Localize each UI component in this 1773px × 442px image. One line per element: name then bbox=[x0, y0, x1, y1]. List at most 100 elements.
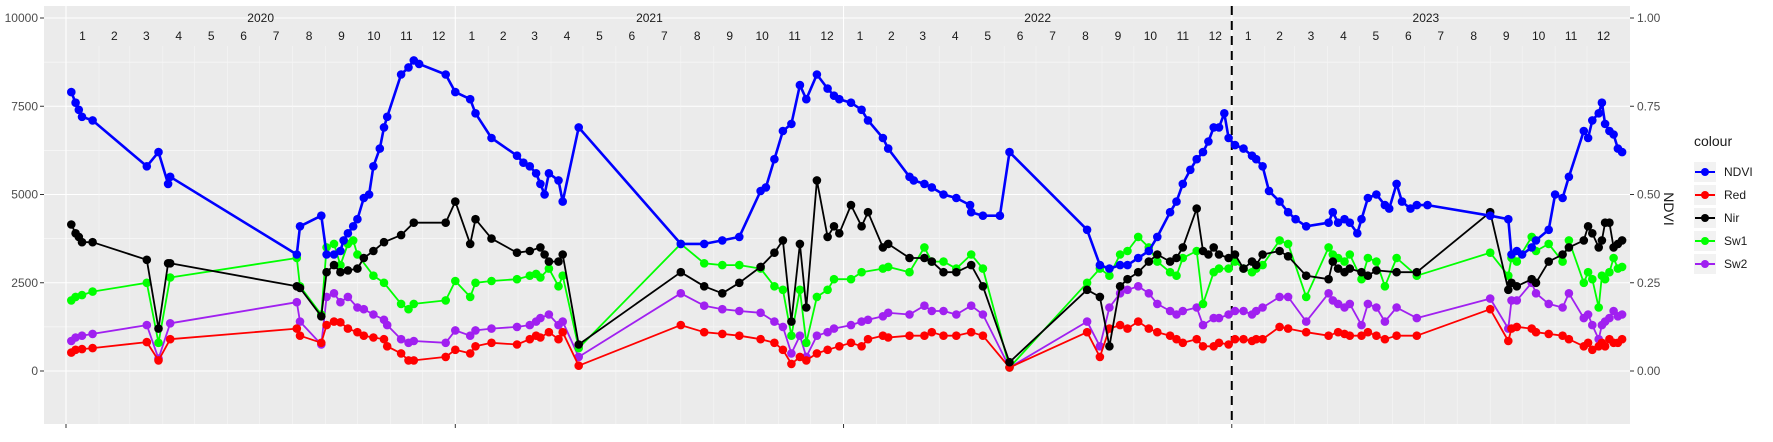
data-point-sw1 bbox=[369, 271, 378, 281]
data-point-red bbox=[165, 334, 175, 344]
data-point-ndvi bbox=[369, 162, 378, 171]
legend-label-nir: Nir bbox=[1724, 211, 1739, 225]
year-label: 2021 bbox=[636, 11, 663, 25]
legend-key-point bbox=[1701, 260, 1709, 268]
month-label: 10 bbox=[367, 29, 381, 43]
data-point-red bbox=[353, 327, 362, 337]
data-point-sw1 bbox=[1192, 246, 1201, 256]
month-label: 4 bbox=[564, 29, 571, 43]
data-point-ndvi bbox=[554, 176, 563, 185]
data-point-nir bbox=[353, 264, 362, 273]
data-point-red bbox=[1485, 304, 1495, 314]
data-point-sw1 bbox=[978, 264, 988, 273]
data-point-sw1 bbox=[857, 267, 866, 277]
data-point-sw2 bbox=[966, 301, 976, 311]
data-point-nir bbox=[359, 253, 369, 263]
data-point-ndvi bbox=[558, 197, 567, 206]
data-point-red bbox=[1239, 334, 1248, 344]
data-point-ndvi bbox=[676, 239, 686, 249]
data-point-red bbox=[1512, 322, 1522, 332]
month-label: 6 bbox=[240, 29, 247, 43]
data-point-nir bbox=[1588, 229, 1597, 238]
month-label: 12 bbox=[1597, 29, 1611, 43]
data-point-ndvi bbox=[1345, 218, 1355, 227]
data-point-ndvi bbox=[1291, 214, 1300, 224]
data-point-sw2 bbox=[1333, 299, 1343, 309]
data-point-sw1 bbox=[154, 338, 163, 348]
data-point-sw2 bbox=[863, 315, 873, 325]
data-point-sw1 bbox=[1275, 236, 1284, 245]
data-point-sw1 bbox=[829, 274, 839, 284]
data-point-sw1 bbox=[471, 278, 480, 288]
data-point-sw1 bbox=[1544, 239, 1553, 249]
series-layer bbox=[67, 56, 1627, 372]
data-point-nir bbox=[802, 303, 811, 312]
legend-key-point bbox=[1701, 237, 1709, 245]
data-point-nir bbox=[1115, 282, 1125, 291]
data-point-ndvi bbox=[920, 179, 929, 189]
data-point-red bbox=[369, 333, 378, 342]
month-label: 1 bbox=[1245, 29, 1252, 43]
month-label: 9 bbox=[726, 29, 733, 43]
data-point-sw2 bbox=[525, 320, 535, 330]
data-point-nir bbox=[1333, 264, 1343, 273]
data-point-ndvi bbox=[883, 144, 893, 153]
data-point-nir bbox=[1558, 250, 1567, 259]
right-axis-tick-label: 0.00 bbox=[1637, 364, 1661, 378]
month-label: 6 bbox=[629, 29, 636, 43]
data-point-sw2 bbox=[1133, 282, 1143, 291]
month-label: 2 bbox=[1276, 29, 1283, 43]
data-point-sw1 bbox=[409, 299, 419, 309]
data-point-red bbox=[1283, 324, 1293, 333]
data-point-ndvi bbox=[795, 80, 805, 90]
data-point-nir bbox=[536, 243, 545, 252]
data-point-ndvi bbox=[163, 179, 173, 189]
data-point-sw1 bbox=[1363, 253, 1373, 263]
data-point-ndvi bbox=[404, 63, 413, 72]
data-point-red bbox=[905, 331, 914, 341]
data-point-sw2 bbox=[778, 322, 788, 332]
month-label: 2 bbox=[500, 29, 507, 43]
data-point-nir bbox=[1251, 260, 1261, 270]
data-point-red bbox=[1600, 342, 1610, 351]
data-point-ndvi bbox=[1214, 123, 1224, 132]
data-point-nir bbox=[770, 248, 779, 257]
data-point-sw2 bbox=[1178, 306, 1188, 316]
data-point-red bbox=[292, 324, 302, 333]
data-point-sw1 bbox=[1564, 236, 1574, 245]
data-point-red bbox=[952, 331, 961, 341]
data-point-red bbox=[778, 345, 788, 355]
data-point-ndvi bbox=[1544, 225, 1553, 235]
data-point-sw2 bbox=[1258, 303, 1267, 312]
month-label: 11 bbox=[400, 29, 413, 43]
data-point-ndvi bbox=[1324, 218, 1333, 227]
data-point-nir bbox=[978, 282, 988, 291]
data-point-ndvi bbox=[375, 144, 385, 153]
month-label: 6 bbox=[1017, 29, 1024, 43]
data-point-sw2 bbox=[1105, 303, 1114, 312]
data-point-sw2 bbox=[1605, 313, 1614, 323]
data-point-red bbox=[396, 349, 406, 358]
data-point-sw1 bbox=[778, 285, 788, 295]
data-point-nir bbox=[787, 317, 796, 326]
data-point-ndvi bbox=[1558, 193, 1567, 203]
data-point-sw2 bbox=[1357, 320, 1366, 330]
data-point-ndvi bbox=[1594, 109, 1603, 118]
data-point-sw2 bbox=[396, 334, 406, 344]
data-point-red bbox=[1363, 327, 1373, 337]
data-point-sw1 bbox=[441, 296, 451, 305]
data-point-ndvi bbox=[1115, 260, 1125, 270]
data-point-ndvi bbox=[1251, 154, 1261, 164]
data-point-ndvi bbox=[574, 123, 583, 132]
month-label: 10 bbox=[1532, 29, 1546, 43]
data-point-ndvi bbox=[531, 169, 541, 178]
data-point-sw2 bbox=[823, 327, 832, 337]
data-point-sw2 bbox=[165, 319, 175, 328]
data-point-sw2 bbox=[978, 310, 988, 319]
month-label: 1 bbox=[468, 29, 475, 43]
data-point-ndvi bbox=[465, 94, 475, 104]
data-point-red bbox=[1275, 322, 1284, 332]
data-point-ndvi bbox=[67, 87, 76, 97]
data-point-nir bbox=[1328, 257, 1338, 266]
data-point-sw1 bbox=[1133, 232, 1143, 242]
